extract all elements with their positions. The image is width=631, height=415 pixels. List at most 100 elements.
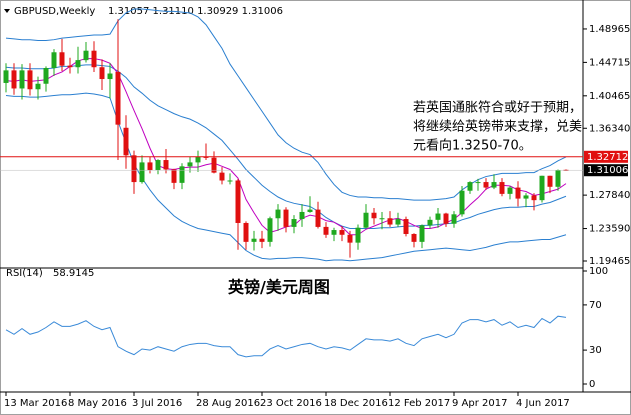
y-tick-label: 0 [589,379,595,390]
candle-body [243,222,249,242]
candle-body [331,230,337,235]
candle-body [235,180,241,223]
candle-body [251,238,257,242]
candle-body [403,219,409,234]
candle-body [203,156,209,158]
candle-body [371,212,377,219]
candle-body [163,160,169,170]
x-tick-label: 18 Dec 2016 [324,398,388,409]
candle-body [475,182,481,184]
candle-body [35,83,41,90]
candle-body [91,50,97,68]
indicator-line [5,64,567,229]
candle-body [435,213,441,220]
candle-body [387,218,393,225]
candle-body [307,209,313,212]
y-tick-label: 1.27840 [589,190,630,201]
candle-body [51,52,57,69]
candle-body [99,67,105,80]
annotation: 将继续给英镑带来支撑，兑美 [413,119,582,135]
y-tick-label: 70 [589,300,602,311]
ohlc-header: 1.31057 1.31110 1.30929 1.31006 [108,6,283,17]
candle-body [259,238,265,242]
price-box [584,164,628,177]
y-tick-label: 100 [589,266,608,277]
price-box-label: 1.32712 [587,152,628,163]
candle-body [315,209,321,227]
candle-body [139,162,145,183]
price-box-label: 1.31006 [587,165,628,176]
annotation: 若英国通胀符合或好于预期， [413,100,582,116]
candle-body [147,162,153,171]
candle-body [323,226,329,235]
candle-body [339,230,345,235]
x-tick-label: 28 Aug 2016 [196,398,260,409]
candle-body [347,234,353,243]
candle-body [219,172,225,181]
x-tick-label: 12 Feb 2017 [388,398,450,409]
candle-body [275,209,281,219]
candle-body [83,50,89,61]
candle-body [443,213,449,224]
y-tick-label: 30 [589,345,602,356]
candle-body [179,166,185,183]
candle-body [459,190,465,215]
candle-body [451,214,457,224]
candle-body [291,219,297,227]
candle-body [467,182,473,191]
candle-body [411,233,417,242]
x-tick-label: 13 Mar 2016 [4,398,67,409]
candle-body [75,60,81,68]
rsi-title: RSI(14) [6,268,43,279]
y-tick-label: 1.44715 [589,57,630,68]
caption: 英镑/美元周图 [227,278,330,297]
candle-body [131,155,137,183]
candle-body [547,175,553,187]
candle-body [3,70,9,83]
candle-body [19,70,25,89]
candle-body [555,170,561,187]
candle-body [267,218,273,242]
candle-body [27,70,33,90]
candle-body [283,209,289,227]
y-tick-label: 1.40465 [589,91,630,102]
rsi-value: 58.9145 [53,268,94,279]
annotation: 元看向1.3250-70。 [413,138,532,154]
candle-body [299,211,305,220]
candle-body [115,71,121,125]
x-tick-label: 8 May 2016 [68,398,127,409]
candle-body [211,157,217,173]
candle-body [187,162,193,167]
x-tick-label: 23 Oct 2016 [260,398,322,409]
candle-body [395,219,401,225]
indicator-line [5,315,567,358]
menu-arrow [4,9,10,13]
candle-body [67,65,73,68]
y-tick-label: 1.48965 [589,24,630,35]
candle-body [355,227,361,243]
candle-body [107,73,113,80]
x-tick-label: 3 Jul 2016 [132,398,182,409]
candle-body [499,182,505,194]
candle-body [59,52,65,66]
candle-body [43,68,49,84]
indicator-line [5,8,567,201]
candle-body [419,225,425,242]
x-tick-label: 4 Jun 2017 [516,398,570,409]
y-tick-label: 1.19465 [589,256,630,267]
candle-body [515,187,521,199]
y-tick-label: 1.36340 [589,123,630,134]
candle-body [491,182,497,188]
chart-title: GBPUSD,Weekly [14,6,95,17]
y-tick-label: 1.23590 [589,224,630,235]
price-box [584,150,628,163]
candle-body [11,70,17,89]
candle-body [531,195,537,201]
candle-body [507,187,513,194]
indicator-line [5,92,567,262]
candle-body [427,219,433,226]
candle-body [539,175,545,201]
candle-body [523,195,529,199]
candle-body [363,212,369,228]
